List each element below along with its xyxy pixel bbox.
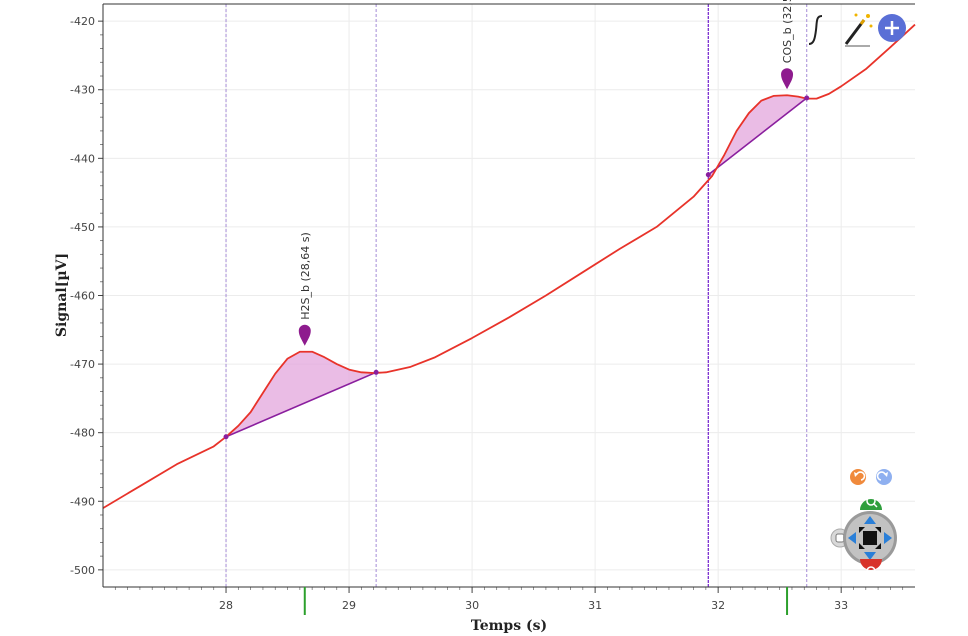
x-tick-label: 31 [588, 599, 602, 612]
peak-baseline [707, 97, 808, 176]
signal-line [102, 23, 916, 509]
peak-label: H2S_b (28,64 s) [299, 232, 312, 320]
y-tick-label: -420 [70, 15, 95, 28]
integration-point[interactable] [804, 95, 810, 101]
integration-point[interactable] [223, 434, 229, 440]
fit-view-icon[interactable] [843, 511, 897, 565]
navigation-control [830, 469, 897, 576]
undo-arrow-icon[interactable] [850, 469, 866, 485]
axes: -420 -430 -440 -450 -460 -470 -480 -490 -500 28 29… [70, 3, 915, 615]
peak-marker-pin [781, 68, 794, 90]
zoom-out-icon[interactable] [860, 559, 882, 576]
x-tick-label: 30 [465, 599, 479, 612]
peak-markers[interactable]: H2S_b (28,64 s) COS_b (32,56 [223, 0, 810, 440]
peak-apex-marker[interactable] [781, 68, 794, 90]
x-tick-label: 28 [219, 599, 233, 612]
zoom-in-icon[interactable] [860, 496, 882, 510]
y-tick-label: -500 [70, 564, 95, 577]
peak-apex-marker[interactable] [298, 324, 311, 346]
peak-label: COS_b (32,56 [781, 0, 794, 63]
peak-baseline [225, 371, 377, 438]
y-tick-label: -480 [70, 427, 95, 440]
y-tick-label: -460 [70, 290, 95, 303]
y-tick-label: -440 [70, 152, 95, 165]
redo-arrow-icon[interactable] [876, 469, 892, 485]
integration-bounds [225, 4, 808, 587]
x-tick-label: 32 [711, 599, 725, 612]
integration-point[interactable] [373, 369, 379, 375]
x-axis-title: Temps (s) [471, 618, 547, 634]
x-tick-label: 29 [342, 599, 356, 612]
integration-point[interactable] [705, 172, 711, 178]
integral-icon[interactable] [808, 15, 823, 45]
peak-marker-pin [298, 324, 311, 346]
y-tick-label: -430 [70, 84, 95, 97]
plus-circle-icon[interactable] [878, 14, 906, 42]
peak-areas [225, 95, 808, 438]
grid-layer [103, 4, 915, 587]
y-tick-label: -470 [70, 358, 95, 371]
y-axis-title: Signal[µV] [54, 253, 70, 337]
magic-wand-icon[interactable] [844, 13, 873, 47]
y-tick-label: -450 [70, 221, 95, 234]
x-tick-label: 33 [834, 599, 848, 612]
signal-series [102, 23, 916, 509]
y-tick-label: -490 [70, 495, 95, 508]
peak-area [226, 351, 377, 437]
